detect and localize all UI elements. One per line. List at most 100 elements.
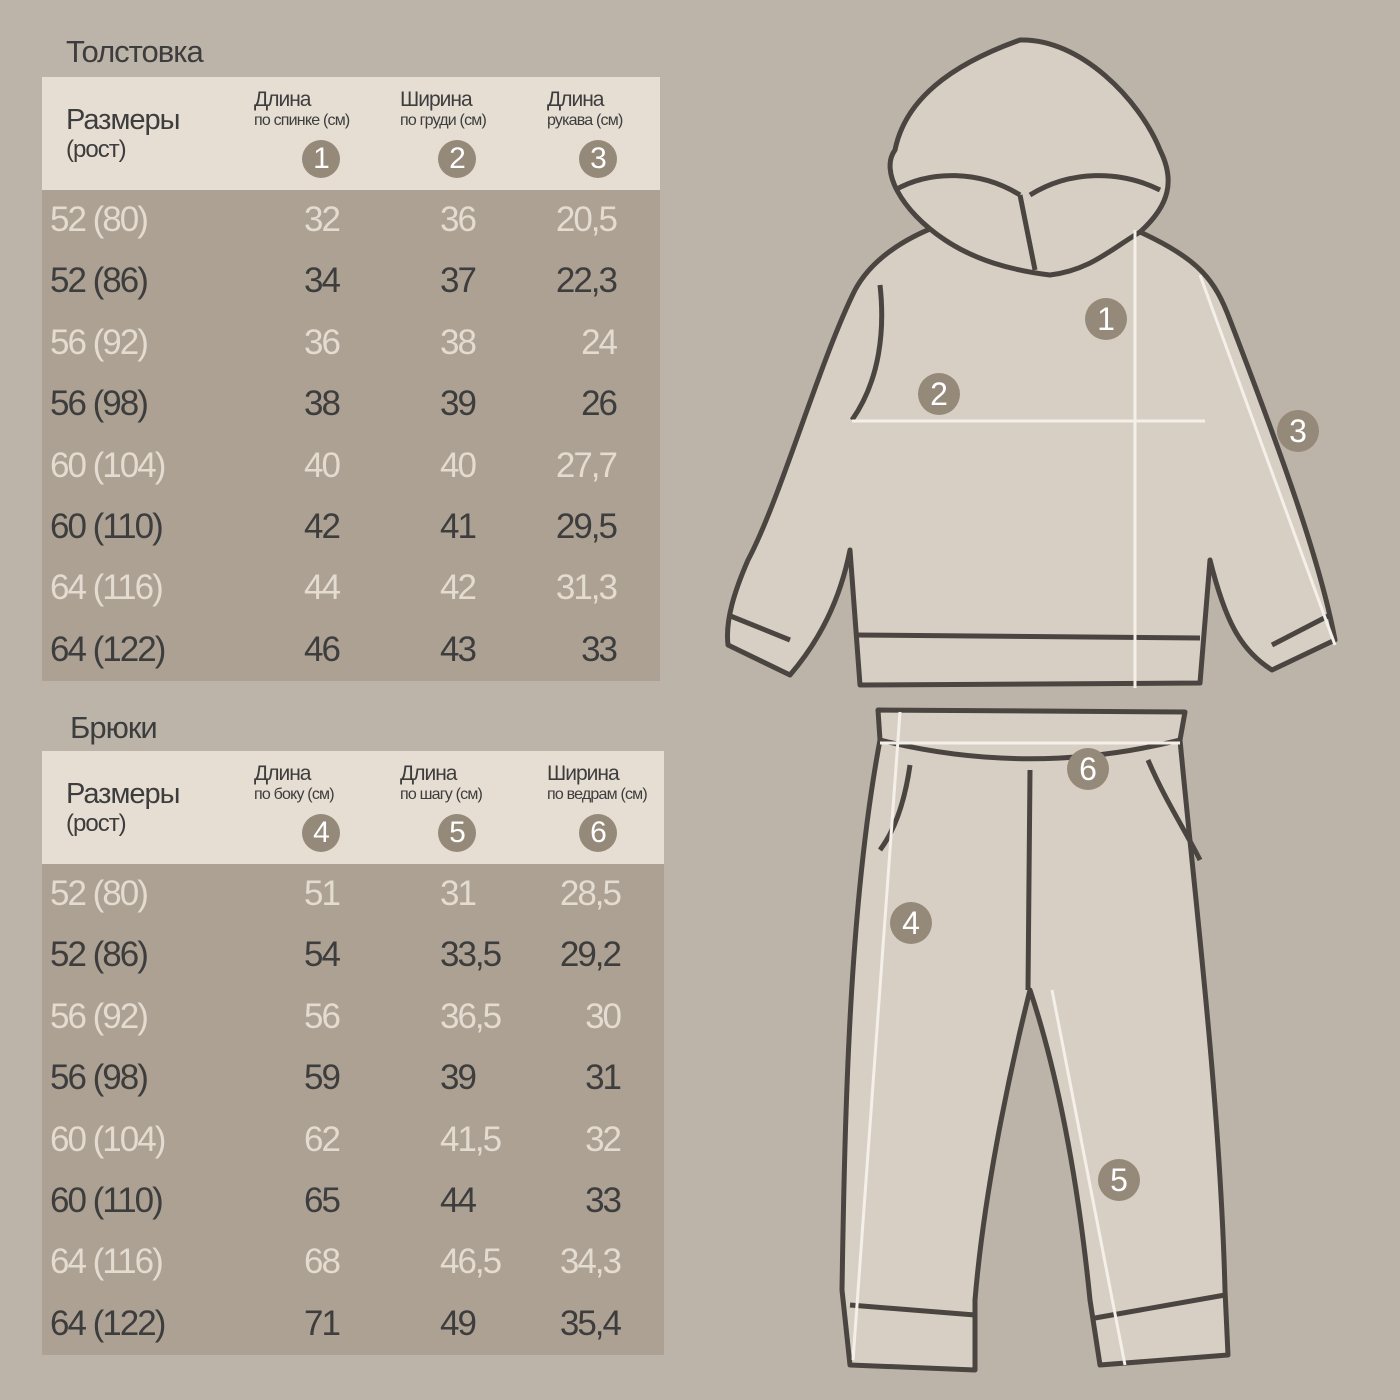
- table-cell: 37: [440, 261, 477, 301]
- table-cell: 20,5: [555, 200, 618, 239]
- table-cell: 28,5: [559, 874, 622, 913]
- table-cell: 60 (110): [50, 1180, 164, 1220]
- table-cell: 27,7: [555, 445, 618, 485]
- column-number-badge: 4: [302, 814, 340, 852]
- table-cell: 36,5: [440, 996, 502, 1036]
- column-number-badge: 6: [579, 814, 617, 852]
- table-cell: 31,3: [555, 568, 618, 608]
- size-label: Размеры: [66, 104, 181, 136]
- table-cell: 64 (116): [50, 568, 164, 608]
- table-cell: 40: [440, 445, 477, 485]
- column-header: Длина по боку (см) 4: [254, 763, 340, 852]
- table-cell: 29,5: [555, 506, 618, 546]
- table-row: 60 (104) 40 40 27,7: [42, 436, 660, 497]
- hoodie-title: Толстовка: [66, 34, 204, 69]
- table-cell: 31: [440, 874, 477, 913]
- column-header: Длина по шагу (см) 5: [400, 762, 483, 852]
- column-sublabel: по груди (см): [400, 112, 487, 129]
- column-label: Длина: [400, 762, 457, 785]
- table-row: 52 (80) 32 36 20,5: [42, 190, 660, 251]
- hoodie-body: [724, 222, 1338, 688]
- column-sublabel: по шагу (см): [400, 786, 483, 803]
- column-number-badge: 2: [438, 140, 476, 178]
- table-cell: 60 (110): [50, 506, 164, 546]
- table-cell: 29,2: [559, 935, 622, 975]
- table-cell: 64 (116): [50, 1242, 164, 1282]
- table-cell: 65: [304, 1180, 341, 1220]
- table-cell: 68: [304, 1242, 341, 1282]
- size-column-header: Размеры (рост): [66, 778, 181, 839]
- table-cell: 38: [440, 322, 477, 362]
- size-label: Размеры: [66, 778, 181, 810]
- table-cell: 35,4: [559, 1303, 622, 1343]
- table-cell: 54: [304, 935, 341, 975]
- column-number-badge: 5: [438, 814, 476, 852]
- table-cell: 36: [304, 322, 341, 362]
- table-cell: 41: [440, 506, 477, 546]
- table-row: 64 (122) 46 43 33: [42, 620, 660, 681]
- column-number-badge: 3: [579, 140, 617, 178]
- table-cell: 60 (104): [50, 1119, 166, 1159]
- marker-5: 5: [1098, 1159, 1140, 1201]
- table-cell: 56 (98): [50, 1058, 149, 1098]
- marker-2: 2: [918, 373, 960, 415]
- column-label: Ширина: [547, 762, 620, 785]
- marker-4: 4: [890, 902, 932, 944]
- table-header: Размеры (рост) Длина по спинке (см) 1 Ширина п…: [42, 77, 660, 190]
- marker-1: 1: [1085, 298, 1127, 340]
- table-cell: 64 (122): [50, 1303, 166, 1343]
- hoodie-hood: [887, 37, 1171, 278]
- table-cell: 56 (92): [50, 996, 149, 1036]
- table-cell: 64 (122): [50, 629, 166, 669]
- table-cell: 33: [585, 1180, 622, 1220]
- table-cell: 56: [304, 996, 341, 1036]
- table-cell: 59: [304, 1058, 341, 1098]
- table-row: 60 (110) 42 41 29,5: [42, 497, 660, 558]
- table-cell: 43: [440, 629, 477, 669]
- table-cell: 36: [440, 200, 477, 239]
- table-cell: 44: [304, 568, 341, 608]
- table-cell: 52 (86): [50, 935, 149, 975]
- table-cell: 33: [581, 629, 618, 669]
- table-header: Размеры (рост) Длина по боку (см) 4 Длина по ш…: [42, 751, 664, 864]
- table-cell: 26: [581, 384, 618, 424]
- table-cell: 56 (92): [50, 322, 149, 362]
- table-cell: 38: [304, 384, 341, 424]
- table-row: 56 (98) 38 39 26: [42, 374, 660, 435]
- table-cell: 39: [440, 384, 477, 424]
- table-cell: 31: [585, 1058, 622, 1098]
- column-sublabel: по боку (см): [254, 786, 335, 803]
- column-label: Длина: [547, 88, 604, 111]
- table-cell: 49: [440, 1303, 477, 1343]
- table-row: 56 (98) 59 39 31: [42, 1048, 664, 1109]
- hoodie-size-table: Размеры (рост) Длина по спинке (см) 1 Ширина п…: [42, 77, 660, 682]
- marker-6: 6: [1067, 748, 1109, 790]
- table-row: 52 (80) 51 31 28,5: [42, 864, 664, 925]
- column-sublabel: по ведрам (см): [547, 786, 648, 803]
- table-cell: 33,5: [440, 935, 502, 975]
- table-cell: 34,3: [559, 1242, 622, 1282]
- marker-3: 3: [1277, 410, 1319, 452]
- column-label: Длина: [254, 88, 311, 111]
- table-row: 56 (92) 36 38 24: [42, 313, 660, 374]
- column-header: Длина по спинке (см) 1: [254, 88, 350, 178]
- table-row: 52 (86) 34 37 22,3: [42, 251, 660, 312]
- table-cell: 52 (80): [50, 874, 149, 913]
- table-row: 64 (116) 44 42 31,3: [42, 558, 660, 619]
- table-cell: 32: [585, 1119, 622, 1159]
- column-header: Ширина по ведрам (см) 6: [547, 762, 648, 852]
- table-cell: 44: [440, 1180, 477, 1220]
- pants-body: [839, 707, 1231, 1373]
- table-cell: 42: [440, 568, 477, 608]
- table-cell: 32: [304, 200, 341, 239]
- table-cell: 60 (104): [50, 445, 166, 485]
- table-cell: 71: [304, 1303, 341, 1343]
- table-row: 52 (86) 54 33,5 29,2: [42, 925, 664, 986]
- table-cell: 24: [581, 322, 618, 362]
- column-header: Длина рукава (см) 3: [547, 89, 623, 178]
- pants-title: Брюки: [70, 710, 158, 745]
- height-label: (рост): [66, 810, 127, 837]
- table-row: 64 (122) 71 49 35,4: [42, 1294, 664, 1355]
- size-column-header: Размеры (рост): [66, 104, 181, 165]
- table-row: 60 (110) 65 44 33: [42, 1171, 664, 1232]
